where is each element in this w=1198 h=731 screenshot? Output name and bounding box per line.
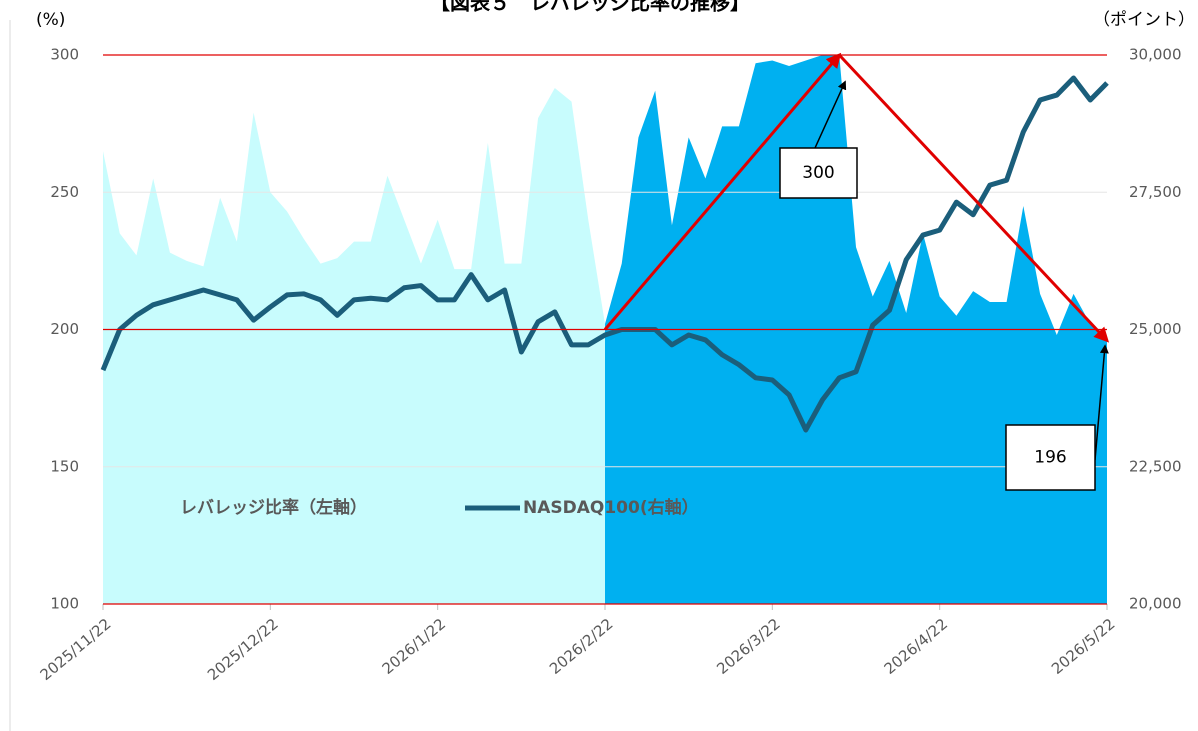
annotation-label: 300 bbox=[802, 163, 834, 183]
annotation-box bbox=[779, 147, 858, 199]
y-tick-label: 100 bbox=[50, 595, 79, 613]
y-tick-label: 300 bbox=[50, 46, 79, 64]
area bbox=[103, 87, 605, 604]
y-tick-label: 200 bbox=[50, 320, 79, 338]
y2-tick-label: 30,000 bbox=[1129, 46, 1182, 64]
y2-tick-label: 25,000 bbox=[1129, 320, 1182, 338]
y-unit: (%) bbox=[36, 10, 65, 30]
y-tick-label: 250 bbox=[50, 183, 79, 201]
line-layer bbox=[100, 75, 1109, 433]
x-tick-label: 2025/12/22 bbox=[204, 615, 282, 684]
line bbox=[100, 75, 1109, 433]
annotation-label: 196 bbox=[1034, 448, 1066, 468]
y2-unit: （ポイント） bbox=[1093, 10, 1195, 30]
legend-label: NASDAQ100(右軸） bbox=[523, 497, 699, 518]
x-tick-label: 2026/3/22 bbox=[713, 615, 783, 678]
y2-tick-label: 27,500 bbox=[1129, 183, 1182, 201]
annotation-box bbox=[1005, 424, 1096, 491]
x-tick-label: 2026/1/22 bbox=[379, 615, 449, 678]
y2-tick-label: 22,500 bbox=[1129, 457, 1182, 475]
x-tick-label: 2026/4/22 bbox=[881, 615, 951, 678]
trend-arrow bbox=[603, 52, 842, 331]
annotation-arrow bbox=[814, 80, 847, 149]
annotation-arrow bbox=[1094, 344, 1109, 461]
chart-title: 【図表５ レバレッジ比率の推移】 bbox=[430, 0, 750, 15]
y-tick-label: 150 bbox=[50, 457, 79, 475]
trend-arrow bbox=[838, 53, 1110, 343]
x-tick-label: 2026/2/22 bbox=[546, 615, 616, 678]
legend-label: レバレッジ比率（左軸） bbox=[180, 497, 367, 518]
x-tick-label: 2026/5/22 bbox=[1048, 615, 1118, 678]
x-tick-label: 2025/11/22 bbox=[37, 615, 115, 684]
y2-tick-label: 20,000 bbox=[1129, 595, 1182, 613]
